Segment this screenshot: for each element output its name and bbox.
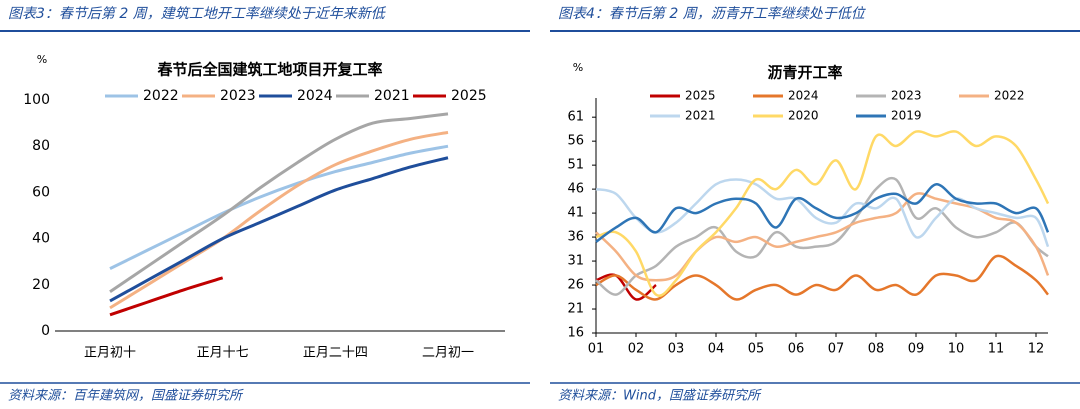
series-line xyxy=(595,254,1049,301)
y-tick-label: 46 xyxy=(567,182,584,197)
y-tick-label: 100 xyxy=(23,92,50,108)
x-tick-label: 09 xyxy=(908,342,925,357)
figure-caption: 图表4：春节后第 2 周，沥青开工率继续处于低位 xyxy=(558,6,867,22)
y-tick-label: 56 xyxy=(567,134,584,149)
x-tick-label: 07 xyxy=(828,342,845,357)
series-line xyxy=(109,130,449,310)
y-tick-label: 36 xyxy=(567,230,584,245)
y-tick-label: 80 xyxy=(32,138,50,154)
legend-label: 2024 xyxy=(788,89,819,103)
y-tick-label: 31 xyxy=(567,254,584,269)
y-tick-label: 51 xyxy=(567,158,584,173)
x-tick-label: 04 xyxy=(708,342,725,357)
y-tick-label: 40 xyxy=(32,231,50,247)
x-tick-label: 二月初一 xyxy=(422,346,474,361)
series-line xyxy=(109,156,449,303)
x-tick-label: 10 xyxy=(948,342,965,357)
series-line xyxy=(109,144,449,270)
x-tick-label: 正月初十 xyxy=(84,346,136,361)
chart-title: 沥青开工率 xyxy=(767,64,842,82)
x-tick-label: 11 xyxy=(988,342,1005,357)
series-line xyxy=(595,183,1050,243)
y-tick-label: 21 xyxy=(567,302,584,317)
x-tick-label: 05 xyxy=(748,342,765,357)
x-tick-label: 12 xyxy=(1028,342,1045,357)
y-tick-label: 0 xyxy=(41,323,50,339)
legend-label: 2023 xyxy=(220,88,256,104)
chart-title: 春节后全国建筑工地项目开复工率 xyxy=(157,61,382,79)
x-tick-label: 06 xyxy=(788,342,805,357)
legend-label: 2020 xyxy=(788,109,819,123)
legend-label: 2021 xyxy=(685,109,716,123)
figure-caption: 图表3：春节后第 2 周，建筑工地开工率继续处于近年来新低 xyxy=(8,6,387,22)
y-tick-label: 20 xyxy=(32,277,50,293)
source-note: 资料来源：百年建筑网，国盛证券研究所 xyxy=(8,388,244,404)
legend-label: 2022 xyxy=(994,89,1025,103)
x-tick-label: 01 xyxy=(588,342,605,357)
y-tick-label: 61 xyxy=(567,110,584,125)
legend-label: 2024 xyxy=(297,88,333,104)
y-tick-label: 16 xyxy=(567,326,584,341)
legend-label: 2025 xyxy=(451,88,487,104)
y-tick-label: 41 xyxy=(567,206,584,221)
source-note: 资料来源：Wind，国盛证券研究所 xyxy=(558,388,762,404)
legend-label: 2019 xyxy=(891,109,922,123)
x-tick-label: 正月十七 xyxy=(197,346,249,361)
y-tick-label: 60 xyxy=(32,184,50,200)
series-line xyxy=(109,276,224,317)
y-tick-label: 26 xyxy=(567,278,584,293)
x-tick-label: 正月二十四 xyxy=(303,346,368,361)
y-axis-unit: % xyxy=(573,61,583,74)
y-axis-unit: % xyxy=(37,53,47,66)
x-tick-label: 03 xyxy=(668,342,685,357)
series-line xyxy=(595,178,1050,248)
series-line xyxy=(109,112,449,293)
x-tick-label: 02 xyxy=(628,342,645,357)
legend-label: 2025 xyxy=(685,89,716,103)
legend-label: 2021 xyxy=(374,88,410,104)
legend-label: 2023 xyxy=(891,89,922,103)
series-line xyxy=(595,176,1049,296)
series-line xyxy=(595,130,1050,297)
x-tick-label: 08 xyxy=(868,342,885,357)
legend-label: 2022 xyxy=(143,88,179,104)
